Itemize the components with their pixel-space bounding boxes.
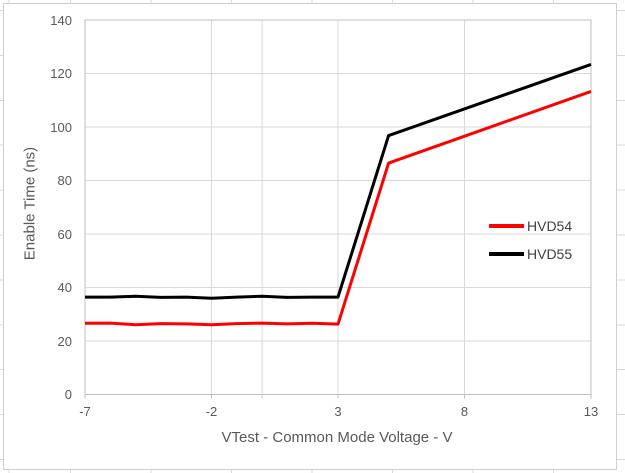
y-axis-title: Enable Time (ns) [21,146,39,261]
legend-line-sample-hvd54 [489,224,524,228]
series-line-hvd55[interactable] [85,62,592,300]
y-tick-label-80: 80 [57,173,72,188]
x-axis-title: VTest - Common Mode Voltage - V [221,429,453,446]
legend-label-hvd55: HVD55 [527,246,573,262]
chart-object[interactable]: Enable Time (ns) VTest - Common Mode Vol… [3,3,617,470]
y-tick-label-20: 20 [57,333,72,349]
x-tick-label--2: -2 [205,404,218,419]
y-tick-label-40: 40 [57,280,72,295]
legend-entry-hvd54[interactable]: HVD54 [489,212,572,240]
legend-label-hvd54: HVD54 [527,218,573,234]
y-tick-label-120: 120 [50,66,72,81]
legend: HVD54 HVD55 [489,212,572,268]
series-line-hvd54[interactable] [84,89,592,327]
y-tick-label-60: 60 [57,226,72,242]
x-tick-label-3: 3 [334,404,342,419]
y-tick-label-140: 140 [50,12,72,28]
x-tick-label--7: -7 [79,404,91,419]
legend-line-sample-hvd55 [489,252,524,256]
y-tick-label-0: 0 [64,387,72,402]
plot-area[interactable] [4,4,618,471]
legend-entry-hvd55[interactable]: HVD55 [489,240,572,268]
y-tick-label-100: 100 [50,119,72,135]
x-tick-label-8: 8 [460,404,469,419]
x-tick-label-13: 13 [583,404,599,419]
